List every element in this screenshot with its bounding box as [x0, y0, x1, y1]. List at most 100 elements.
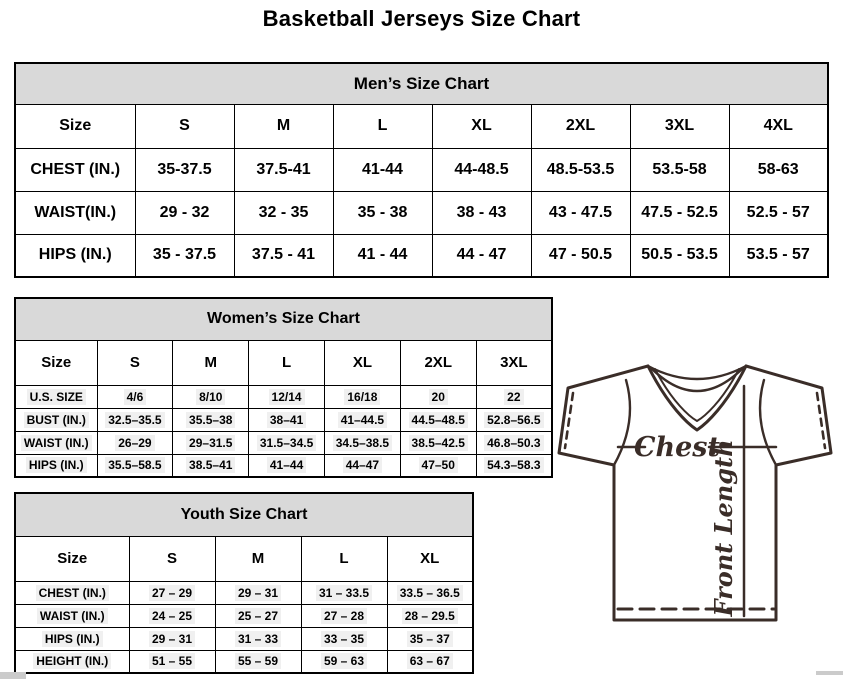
cell: 53.5 - 57: [728, 233, 829, 278]
cell: 41 - 44: [332, 233, 433, 278]
cell: 4/6: [96, 384, 174, 409]
cell: 29 - 32: [134, 190, 235, 235]
table-row: WAIST (IN.) 26–29 29–31.5 31.5–34.5 34.5…: [14, 430, 553, 455]
cell: 26–29: [96, 430, 174, 455]
cell: 27 – 29: [128, 580, 216, 605]
mens-header-row: Size S M L XL 2XL 3XL 4XL: [14, 103, 829, 149]
womens-chart-title: Women’s Size Chart: [14, 297, 553, 341]
row-label: WAIST(IN.): [14, 190, 136, 235]
right-cuff-dashed-line: [815, 391, 827, 450]
front-length-label: Front Length: [709, 439, 738, 617]
cell: 38.5–41: [172, 453, 250, 478]
vneck-inner: [654, 368, 740, 422]
cell: 24 – 25: [128, 603, 216, 628]
cell: 35 - 38: [332, 190, 433, 235]
cell: 29 – 31: [214, 580, 302, 605]
scrollbar-fragment-left[interactable]: [0, 672, 26, 679]
womens-col-header: S: [96, 339, 174, 386]
row-label: WAIST (IN.): [14, 430, 98, 455]
row-label: CHEST (IN.): [14, 580, 130, 605]
cell: 27 – 28: [300, 603, 388, 628]
cell: 44 - 47: [431, 233, 532, 278]
youth-col-header: M: [214, 535, 302, 582]
womens-col-header: L: [248, 339, 325, 386]
cell: 50.5 - 53.5: [629, 233, 730, 278]
cell: 44–47: [323, 453, 401, 478]
collar-back-curve: [646, 364, 748, 381]
cell: 55 – 59: [214, 649, 302, 674]
cell: 12/14: [248, 384, 325, 409]
cell: 35.5–38: [172, 407, 250, 432]
cell: 38.5–42.5: [399, 430, 477, 455]
mens-col-header: Size: [14, 103, 136, 149]
cell: 33.5 – 36.5: [386, 580, 474, 605]
womens-col-header: XL: [323, 339, 401, 386]
cell: 43 - 47.5: [530, 190, 631, 235]
cell: 58-63: [728, 147, 829, 192]
cell: 46.8–50.3: [475, 430, 553, 455]
table-row: WAIST (IN.) 24 – 25 25 – 27 27 – 28 28 –…: [14, 603, 474, 628]
womens-header-row: Size S M L XL 2XL 3XL: [14, 339, 553, 386]
cell: 25 – 27: [214, 603, 302, 628]
youth-size-chart-table: Youth Size Chart Size S M L XL CHEST (IN…: [14, 492, 474, 674]
cell: 37.5-41: [233, 147, 334, 192]
cell: 44-48.5: [431, 147, 532, 192]
mens-col-header: S: [134, 103, 235, 149]
table-row: HEIGHT (IN.) 51 – 55 55 – 59 59 – 63 63 …: [14, 649, 474, 674]
cell: 31 – 33: [214, 626, 302, 651]
womens-col-header: Size: [14, 339, 98, 386]
mens-chart-title: Men’s Size Chart: [14, 62, 829, 105]
row-label: CHEST (IN.): [14, 147, 136, 192]
cell: 47 - 50.5: [530, 233, 631, 278]
cell: 41–44.5: [323, 407, 401, 432]
cell: 54.3–58.3: [475, 453, 553, 478]
cell: 51 – 55: [128, 649, 216, 674]
row-label: HIPS (IN.): [14, 233, 136, 278]
cell: 47–50: [399, 453, 477, 478]
table-row: U.S. SIZE 4/6 8/10 12/14 16/18 20 22: [14, 384, 553, 409]
page-title: Basketball Jerseys Size Chart: [262, 6, 581, 31]
table-row: CHEST (IN.) 35-37.5 37.5-41 41-44 44-48.…: [14, 147, 829, 192]
vneck-outer: [646, 364, 748, 432]
table-row: HIPS (IN.) 29 – 31 31 – 33 33 – 35 35 – …: [14, 626, 474, 651]
cell: 35.5–58.5: [96, 453, 174, 478]
mens-col-header: 3XL: [629, 103, 730, 149]
youth-col-header: L: [300, 535, 388, 582]
cell: 52.5 - 57: [728, 190, 829, 235]
cell: 35 – 37: [386, 626, 474, 651]
mens-col-header: L: [332, 103, 433, 149]
row-label: WAIST (IN.): [14, 603, 130, 628]
cell: 59 – 63: [300, 649, 388, 674]
left-sleeve-seam: [612, 378, 632, 467]
cell: 31 – 33.5: [300, 580, 388, 605]
jersey-outline: [557, 364, 833, 622]
left-cuff-dashed-line: [563, 391, 575, 450]
cell: 20: [399, 384, 477, 409]
cell: 8/10: [172, 384, 250, 409]
cell: 41-44: [332, 147, 433, 192]
mens-col-header: XL: [431, 103, 532, 149]
youth-chart-title: Youth Size Chart: [14, 492, 474, 537]
cell: 52.8–56.5: [475, 407, 553, 432]
mens-col-header: 2XL: [530, 103, 631, 149]
mens-col-header: M: [233, 103, 334, 149]
womens-col-header: 3XL: [475, 339, 553, 386]
womens-col-header: M: [172, 339, 250, 386]
cell: 38–41: [248, 407, 325, 432]
womens-size-chart-table: Women’s Size Chart Size S M L XL 2XL 3XL…: [14, 297, 553, 478]
cell: 48.5-53.5: [530, 147, 631, 192]
cell: 47.5 - 52.5: [629, 190, 730, 235]
cell: 37.5 - 41: [233, 233, 334, 278]
mens-size-chart-table: Men’s Size Chart Size S M L XL 2XL 3XL 4…: [14, 62, 829, 278]
scrollbar-fragment-right[interactable]: [816, 671, 843, 675]
jersey-measurement-diagram: Chest Front Length: [557, 364, 833, 622]
cell: 35-37.5: [134, 147, 235, 192]
cell: 44.5–48.5: [399, 407, 477, 432]
row-label: BUST (IN.): [14, 407, 98, 432]
cell: 29–31.5: [172, 430, 250, 455]
row-label: HIPS (IN.): [14, 453, 98, 478]
chest-label: Chest: [634, 432, 720, 463]
cell: 41–44: [248, 453, 325, 478]
cell: 53.5-58: [629, 147, 730, 192]
